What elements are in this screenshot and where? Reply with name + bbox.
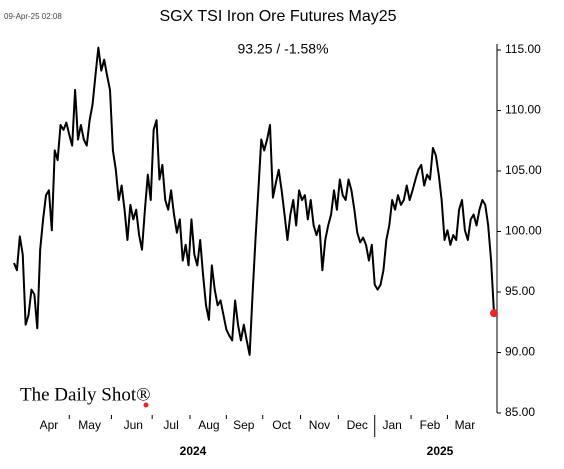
watermark-dot: [143, 402, 149, 408]
y-tick-label: 110.00: [505, 103, 541, 117]
chart-title: SGX TSI Iron Ore Futures May25: [159, 8, 396, 25]
x-tick-label: Jun: [124, 418, 143, 432]
year-label: 2024: [180, 444, 207, 458]
x-tick-label: May: [78, 418, 101, 432]
end-marker: [490, 309, 498, 318]
x-tick-label: Sep: [233, 418, 255, 432]
y-tick-label: 85.00: [505, 405, 535, 419]
subtitle: 93.25 / -1.58%: [237, 41, 328, 57]
y-tick-label: 115.00: [505, 42, 541, 56]
x-tick-label: Dec: [347, 418, 368, 432]
y-tick-label: 105.00: [505, 163, 542, 177]
year-label: 2025: [427, 444, 454, 458]
timestamp: 09-Apr-25 02:08: [4, 12, 62, 21]
y-tick-label: 95.00: [505, 284, 535, 298]
line: [13, 46, 495, 356]
y-tick-label: 90.00: [505, 345, 535, 359]
x-tick-label: Jan: [383, 418, 402, 432]
x-tick-label: Oct: [272, 418, 291, 432]
x-tick-label: Jul: [163, 418, 178, 432]
x-tick-label: Apr: [40, 418, 59, 432]
watermark: The Daily Shot®: [20, 384, 151, 405]
x-tick-label: Nov: [309, 418, 330, 432]
x-tick-label: Feb: [420, 418, 441, 432]
x-tick-label: Mar: [455, 418, 476, 432]
y-tick-label: 100.00: [505, 224, 542, 238]
x-tick-label: Aug: [198, 418, 219, 432]
